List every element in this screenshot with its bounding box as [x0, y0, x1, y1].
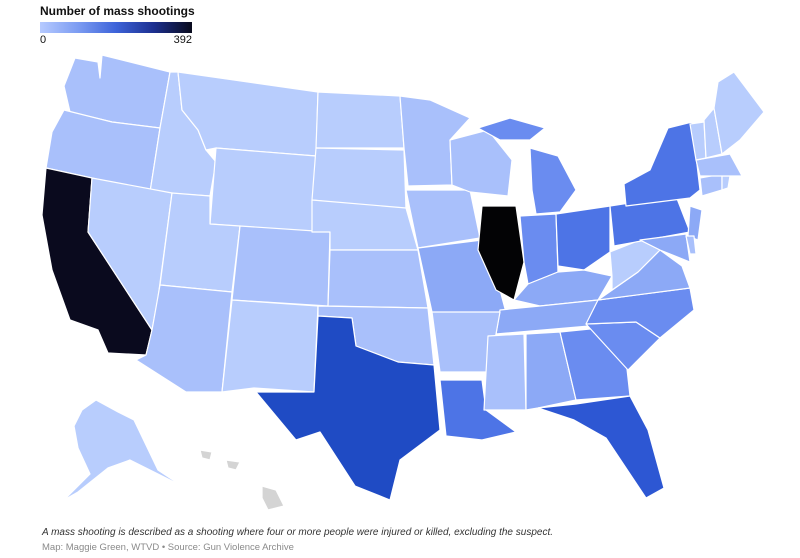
state-indiana[interactable] — [519, 213, 559, 285]
state-alabama[interactable] — [525, 331, 577, 411]
state-maine[interactable] — [713, 71, 765, 155]
state-arizona[interactable] — [135, 284, 233, 393]
state-michigan[interactable] — [529, 147, 577, 215]
state-kansas[interactable] — [327, 249, 429, 309]
legend-max-label: 392 — [173, 34, 192, 46]
legend-color-bar — [40, 22, 192, 33]
state-delaware[interactable] — [685, 235, 697, 255]
state-florida[interactable] — [537, 395, 665, 499]
footnote: A mass shooting is described as a shooti… — [42, 527, 554, 538]
state-connecticut[interactable] — [699, 173, 723, 197]
state-new-jersey[interactable] — [687, 205, 703, 241]
state-north-dakota[interactable] — [315, 91, 405, 149]
state-massachusetts[interactable] — [695, 153, 743, 177]
state-ohio[interactable] — [555, 205, 611, 271]
state-michigan-upper[interactable] — [477, 117, 546, 141]
state-iowa[interactable] — [405, 189, 481, 249]
state-alaska[interactable] — [63, 399, 183, 501]
state-wyoming[interactable] — [209, 147, 317, 233]
state-new-mexico[interactable] — [221, 299, 319, 393]
state-new-york[interactable] — [623, 121, 701, 207]
state-mississippi[interactable] — [483, 333, 527, 411]
legend-title: Number of mass shootings — [40, 4, 195, 18]
state-louisiana[interactable] — [439, 379, 517, 441]
state-colorado[interactable] — [231, 225, 331, 307]
legend-min-label: 0 — [40, 34, 47, 46]
legend: Number of mass shootings 0 392 — [40, 4, 200, 47]
credit-line: Map: Maggie Green, WTVD • Source: Gun Vi… — [42, 542, 294, 553]
state-maryland[interactable] — [639, 233, 691, 263]
legend-labels: 0 392 — [40, 33, 192, 47]
state-rhode-island[interactable] — [721, 175, 731, 191]
state-hawaii[interactable] — [199, 449, 285, 511]
state-texas[interactable] — [255, 315, 441, 501]
us-map — [41, 54, 765, 511]
